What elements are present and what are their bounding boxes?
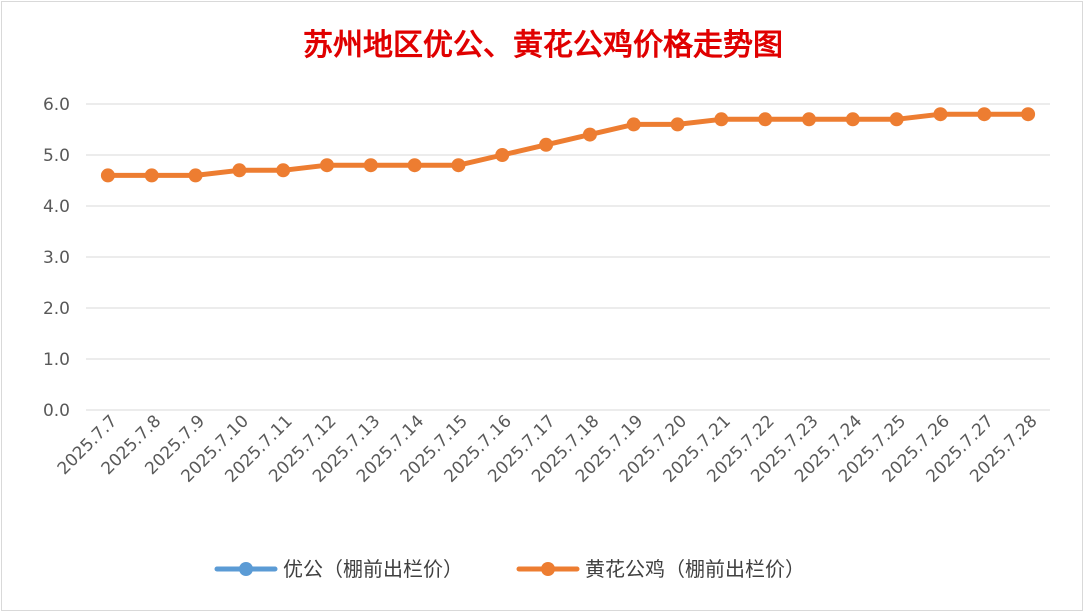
legend-label: 黄花公鸡（棚前出栏价） xyxy=(585,557,805,581)
data-point xyxy=(100,168,115,183)
data-point xyxy=(188,168,203,183)
y-tick-label: 2.0 xyxy=(43,299,70,319)
data-point xyxy=(626,117,641,132)
data-point xyxy=(1021,107,1036,122)
data-point xyxy=(539,137,554,152)
data-point xyxy=(714,112,729,127)
y-tick-label: 0.0 xyxy=(43,401,70,421)
chart-title: 苏州地区优公、黄花公鸡价格走势图 xyxy=(303,28,783,63)
data-point xyxy=(451,158,466,173)
data-point xyxy=(889,112,904,127)
data-point xyxy=(845,112,860,127)
series-line xyxy=(105,111,1031,178)
data-point xyxy=(144,168,159,183)
y-axis-ticks: 0.0 1.0 2.0 3.0 4.0 5.0 6.0 xyxy=(43,95,70,421)
data-point xyxy=(802,112,816,127)
y-tick-label: 6.0 xyxy=(43,95,70,115)
y-tick-label: 4.0 xyxy=(43,197,70,217)
series-points xyxy=(100,107,1036,183)
legend-label: 优公（棚前出栏价） xyxy=(283,557,463,581)
data-point xyxy=(582,127,597,142)
data-point xyxy=(276,163,291,178)
data-point xyxy=(363,158,378,173)
data-point xyxy=(232,163,247,178)
y-tick-label: 5.0 xyxy=(43,146,70,166)
y-tick-label: 3.0 xyxy=(43,248,70,268)
data-point xyxy=(495,148,510,162)
x-axis-ticks: 2025.7.72025.7.82025.7.92025.7.102025.7.… xyxy=(54,411,1042,486)
data-point xyxy=(977,107,992,122)
data-point xyxy=(407,158,422,173)
legend-marker xyxy=(239,562,253,576)
data-point xyxy=(670,117,685,132)
gridlines xyxy=(86,103,1050,411)
y-tick-label: 1.0 xyxy=(43,350,70,370)
data-point xyxy=(933,107,948,122)
data-point xyxy=(320,158,334,173)
legend-marker xyxy=(541,562,555,576)
legend: 优公（棚前出栏价） 黄花公鸡（棚前出栏价） xyxy=(214,557,805,581)
series-lines xyxy=(105,111,1031,178)
data-point xyxy=(758,112,773,127)
